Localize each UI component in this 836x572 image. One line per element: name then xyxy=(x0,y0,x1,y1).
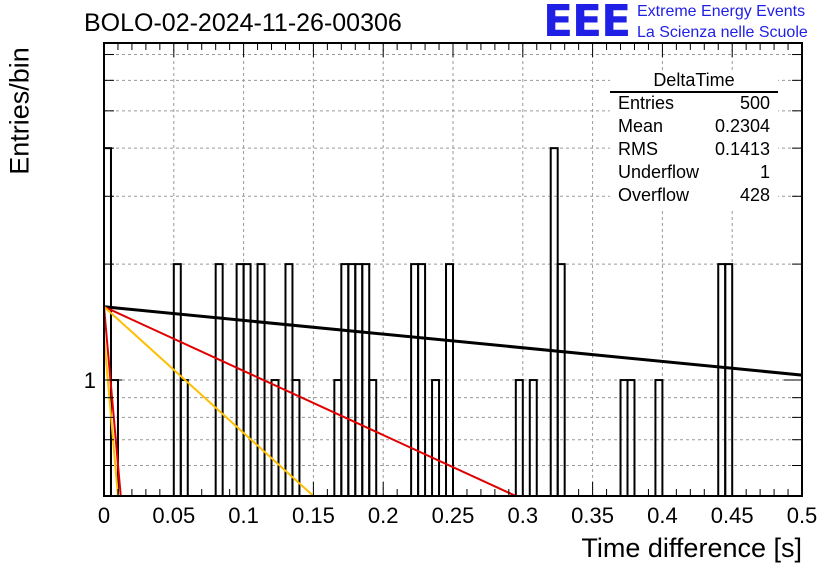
stats-box: DeltaTime Entries 500 Mean 0.2304 RMS 0.… xyxy=(610,70,778,210)
x-tick-label: 0.5 xyxy=(787,503,818,528)
y-tick-labels: 1 xyxy=(84,368,96,393)
stats-row: RMS 0.1413 xyxy=(618,139,770,162)
x-tick-label: 0.05 xyxy=(152,503,195,528)
x-tick-label: 0.4 xyxy=(647,503,678,528)
x-tick-label: 0.35 xyxy=(571,503,614,528)
stats-row: Overflow 428 xyxy=(618,185,770,208)
fit-line xyxy=(103,305,803,377)
stats-value: 500 xyxy=(739,93,770,113)
plot-frame xyxy=(103,42,803,497)
logo-line-1: Extreme Energy Events xyxy=(637,3,806,20)
x-tick-label: 0.2 xyxy=(368,503,399,528)
y-axis-label: Entries/bin xyxy=(4,47,35,175)
x-tick-label: 0.15 xyxy=(292,503,335,528)
x-tick-label: 0.1 xyxy=(228,503,259,528)
stats-key: Underflow xyxy=(618,162,700,182)
fit-line xyxy=(103,336,119,497)
x-tick-label: 0 xyxy=(98,503,110,528)
histogram-bin xyxy=(549,147,559,497)
stats-key: Mean xyxy=(618,116,664,136)
x-tick-labels: 0 0.05 0.1 0.15 0.2 0.25 0.3 0.35 0.4 0.45 0.5 xyxy=(98,503,817,528)
stats-row: Mean 0.2304 xyxy=(618,116,770,139)
x-tick-label: 0.45 xyxy=(711,503,754,528)
logo-line-2: La Scienza nelle Scuole xyxy=(637,24,808,41)
fit-curves xyxy=(103,305,803,497)
y-tick-label: 1 xyxy=(84,368,96,393)
stats-title: DeltaTime xyxy=(653,70,735,90)
stats-key: Entries xyxy=(618,93,675,113)
fit-line xyxy=(103,305,315,497)
fit-line xyxy=(103,306,122,497)
stats-value: 428 xyxy=(739,185,770,205)
x-tick-label: 0.3 xyxy=(508,503,539,528)
x-axis-label: Time difference [s] xyxy=(581,533,802,563)
chart-title: BOLO-02-2024-11-26-00306 xyxy=(84,9,402,37)
stats-key: RMS xyxy=(618,139,658,159)
logo-letters: EEE xyxy=(543,0,631,47)
eee-logo: EEE xyxy=(543,0,631,47)
stats-value: 0.2304 xyxy=(714,116,770,136)
stats-value: 1 xyxy=(759,162,770,182)
fit-line xyxy=(103,305,517,497)
x-tick-label: 0.25 xyxy=(432,503,475,528)
stats-key: Overflow xyxy=(618,185,690,205)
stats-row: Entries 500 xyxy=(618,93,770,116)
stats-row: Underflow 1 xyxy=(618,162,770,185)
stats-value: 0.1413 xyxy=(714,139,770,159)
stats-divider xyxy=(610,91,778,93)
